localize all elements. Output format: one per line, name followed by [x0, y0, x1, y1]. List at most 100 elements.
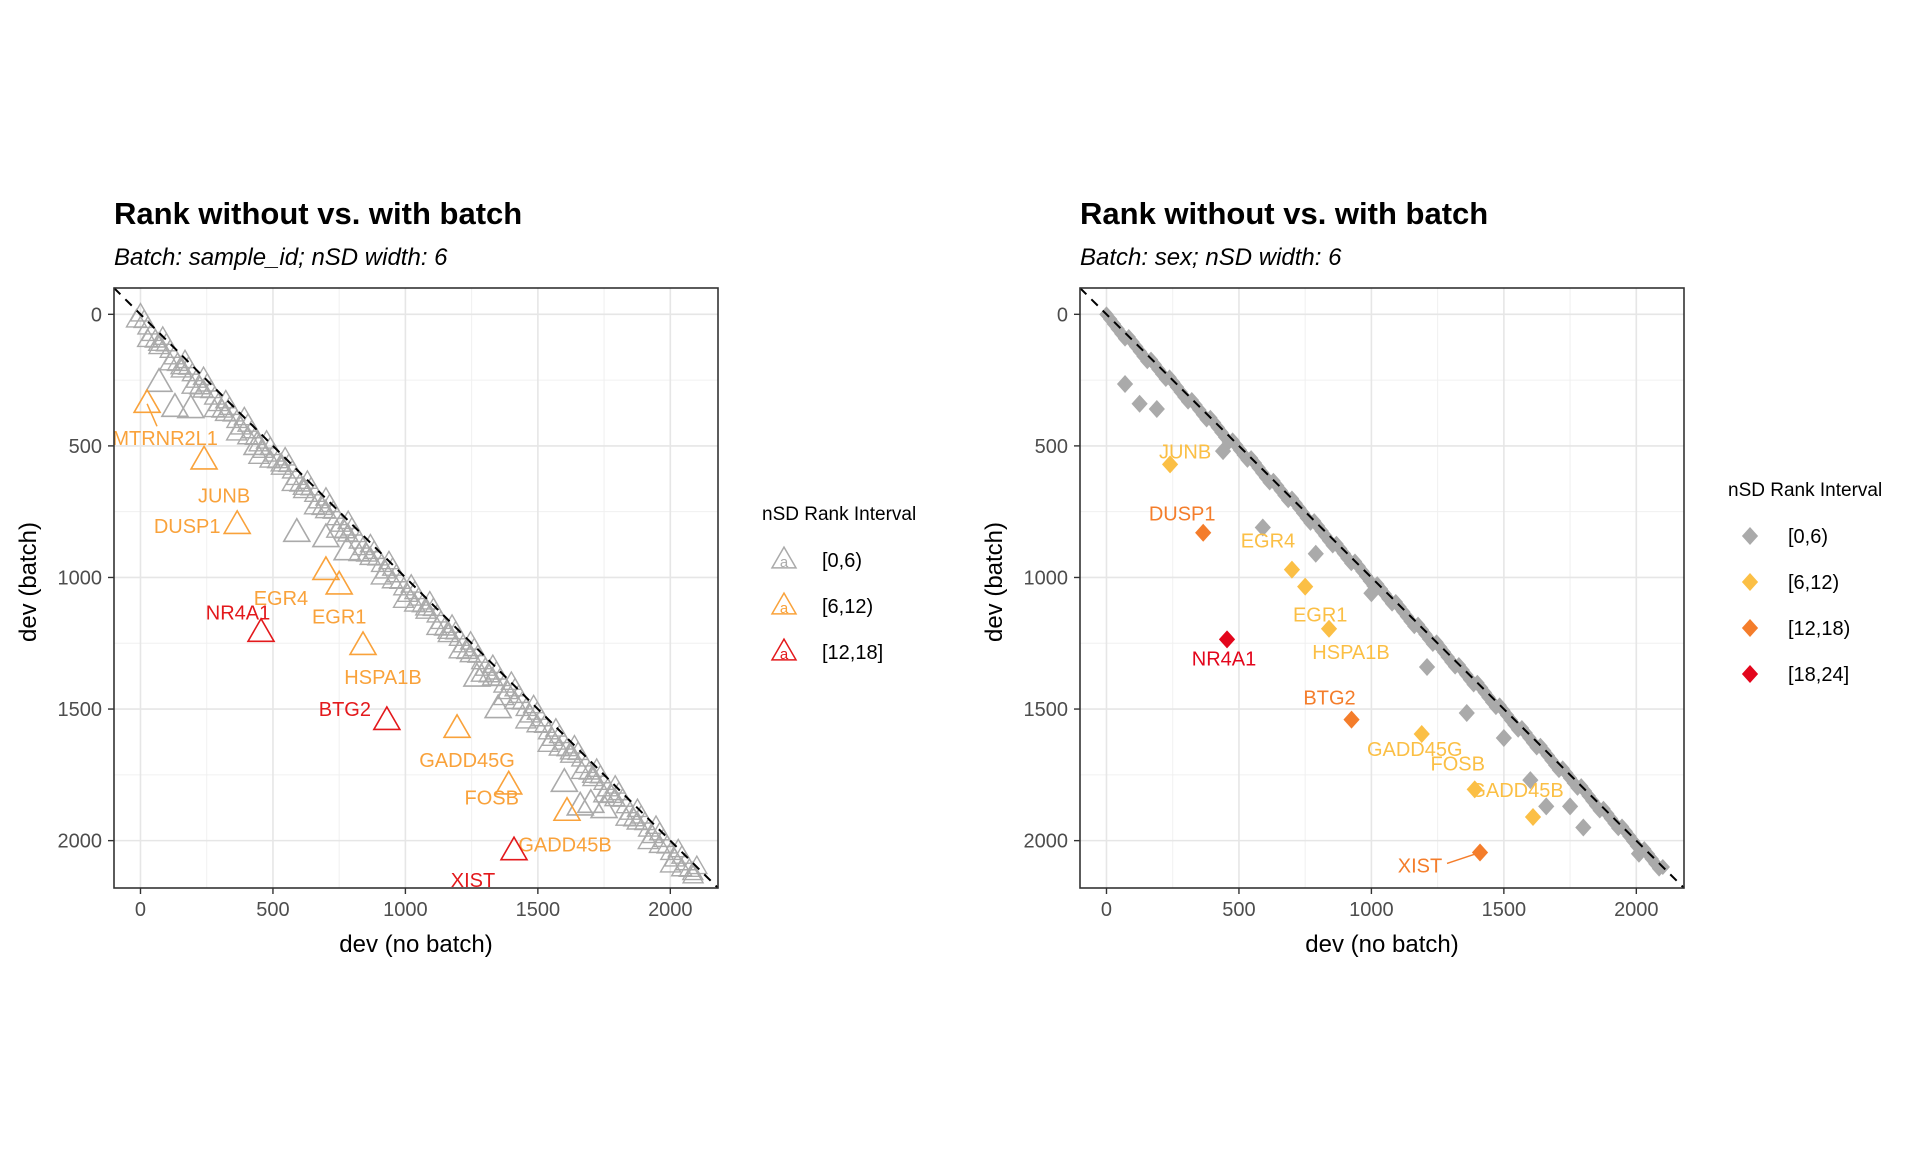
data-point — [1458, 704, 1475, 722]
band-point — [1232, 442, 1248, 459]
y-tick-label: 0 — [91, 304, 102, 326]
data-point — [1116, 375, 1134, 394]
y-tick-label: 0 — [1057, 304, 1068, 326]
data-point — [549, 767, 579, 793]
point-egr4 — [1283, 560, 1301, 579]
legend-entries: [0,6) [6,12) [12,18) [18,24] — [1741, 526, 1850, 686]
data-point — [282, 517, 312, 543]
point-egr1 — [1297, 577, 1314, 596]
data-point — [1418, 657, 1436, 676]
point-gadd45b — [552, 796, 582, 822]
point-gadd45g — [1413, 725, 1430, 744]
band-point — [1514, 720, 1530, 736]
y-tick-label: 500 — [1035, 436, 1068, 458]
band-point — [1292, 500, 1307, 517]
band-point — [1128, 338, 1144, 355]
band-point — [1414, 621, 1429, 638]
data-point — [1575, 818, 1592, 837]
point-label: EGR1 — [1293, 605, 1347, 627]
chart-title: Rank without vs. with batch — [1080, 196, 1488, 231]
label-leader — [1446, 851, 1481, 865]
band-point — [1132, 343, 1148, 360]
point-fosb — [1466, 780, 1483, 799]
chart-title: Rank without vs. with batch — [114, 196, 522, 231]
data-point — [144, 367, 174, 393]
point-btg2 — [372, 705, 402, 731]
band-point — [1459, 666, 1474, 683]
identity-line — [1079, 287, 1685, 889]
point-label: GADD45B — [518, 835, 611, 857]
band-point — [1229, 437, 1244, 454]
y-tick-label: 500 — [69, 436, 102, 458]
data-point — [242, 430, 272, 456]
band-point — [1599, 805, 1615, 822]
y-axis-title: dev (batch) — [981, 522, 1008, 642]
point-btg2 — [1343, 710, 1360, 729]
point-label: FOSB — [464, 787, 518, 809]
point-xist — [499, 835, 529, 861]
data-point — [1131, 394, 1148, 413]
point-gadd45g — [442, 713, 472, 739]
x-tick-label: 1000 — [1349, 899, 1394, 921]
point-label: MTRNR2L1 — [112, 428, 218, 450]
legend-swatch — [1741, 665, 1759, 683]
data-point — [1148, 400, 1165, 419]
point-label: EGR4 — [254, 588, 308, 610]
point-junb — [189, 444, 219, 470]
band-point — [1585, 792, 1600, 809]
legend-swatch-glyph: a — [780, 554, 789, 571]
x-tick-label: 2000 — [648, 899, 693, 921]
data-point — [1363, 584, 1380, 603]
x-tick-label: 1500 — [516, 899, 561, 921]
band-point — [1485, 694, 1500, 711]
plot-area-right: 0 500 1000 1500 2000 0 500 1000 1500 2000 JUNB EGR4… — [1024, 287, 1685, 921]
band-point — [1314, 522, 1329, 539]
point-label: EGR4 — [1241, 531, 1295, 553]
data-point — [1254, 518, 1271, 537]
point-nr4a1 — [246, 617, 276, 643]
legend-item: a [12,18] — [770, 637, 883, 664]
gray-point-band — [125, 302, 709, 884]
point-label: NR4A1 — [1192, 648, 1256, 670]
band-point — [1332, 540, 1348, 557]
data-point — [589, 793, 619, 819]
data-point — [1561, 797, 1579, 816]
data-point — [1214, 442, 1232, 461]
band-point — [1258, 469, 1274, 486]
legend-item: [6,12) — [1741, 572, 1839, 594]
legend-swatch-glyph: a — [780, 600, 789, 617]
point-label: GADD45B — [1470, 780, 1563, 802]
legend-right: nSD Rank Interval [0,6) [6,12) [12,18) [18,… — [1728, 480, 1882, 686]
band-point — [1318, 527, 1333, 544]
point-label: EGR1 — [312, 606, 366, 628]
x-tick-label: 500 — [1222, 899, 1255, 921]
band-point — [1559, 765, 1574, 782]
band-point — [1418, 626, 1433, 643]
band-point — [681, 860, 705, 881]
legend-swatch-glyph: a — [780, 646, 789, 663]
x-axis-title: dev (no batch) — [339, 931, 492, 958]
x-tick-label: 500 — [256, 899, 289, 921]
legend-label: [0,6) — [1788, 526, 1828, 548]
band-point — [1173, 383, 1188, 400]
data-point — [311, 522, 341, 548]
y-tick-label: 1500 — [1024, 699, 1069, 721]
plot-area-left: 0 500 1000 1500 2000 0 500 1000 1500 2000 MTRNR2L1… — [58, 287, 719, 921]
data-point — [462, 661, 492, 687]
y-axis-title: dev (batch) — [15, 522, 42, 642]
legend-item: [12,18) — [1741, 618, 1850, 640]
data-point — [332, 535, 362, 561]
legend-label: [6,12) — [1788, 572, 1839, 594]
point-egr1 — [324, 569, 354, 595]
x-tick-label: 0 — [1101, 899, 1112, 921]
plot-border — [1079, 287, 1685, 889]
point-dusp1 — [222, 509, 252, 535]
point-label: NR4A1 — [206, 603, 270, 625]
legend-label: [6,12) — [822, 596, 873, 618]
x-tick-label: 1000 — [383, 899, 428, 921]
legend-title: nSD Rank Interval — [1728, 480, 1882, 501]
legend-swatch — [770, 545, 798, 569]
band-point — [1273, 482, 1289, 499]
point-label: JUNB — [198, 485, 250, 507]
